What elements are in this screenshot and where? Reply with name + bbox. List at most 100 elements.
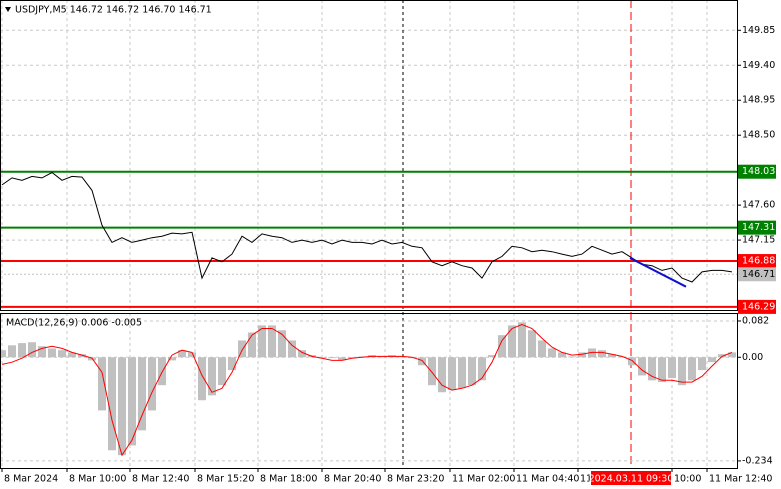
plot-layer [0, 0, 737, 472]
histogram-bar [158, 357, 166, 386]
x-tick-label: 11 Mar 02:00 [452, 474, 515, 485]
y-tick-label: 147.60 [742, 200, 775, 211]
histogram-bar [628, 357, 636, 366]
level-label-bg [738, 267, 776, 282]
histogram-bar [718, 354, 726, 358]
histogram-bar [548, 348, 556, 358]
histogram-bar [528, 330, 536, 358]
x-tick-label: 8 Mar 18:00 [260, 474, 317, 485]
histogram-bar [218, 357, 226, 386]
x-tick-label: 8 Mar 10:00 [69, 474, 126, 485]
macd-frame [0, 313, 738, 469]
histogram-bar [8, 345, 16, 358]
histogram-bar [138, 357, 146, 431]
signal-line [1, 323, 733, 457]
histogram-bar [188, 352, 196, 358]
histogram-bar [438, 357, 446, 393]
histogram-bar [488, 355, 496, 358]
histogram-bar [278, 330, 286, 358]
histogram-bar [0, 350, 6, 358]
level-label: 148.03 [742, 166, 775, 177]
y-tick-label: 149.85 [742, 25, 775, 36]
x-tick-label: 8 Mar 12:40 [132, 474, 189, 485]
level-label-bg [738, 164, 776, 179]
collapse-icon[interactable] [5, 7, 11, 12]
histogram-bar [508, 325, 516, 358]
x-tick-label: 11 Mar 12:40 [709, 474, 772, 485]
cursor-label: 2024.03.11 09:30 [589, 474, 674, 485]
histogram-bar [228, 357, 236, 371]
y-tick-label: 149.40 [742, 60, 775, 71]
histogram-bar [128, 357, 136, 446]
x-tick-label: 8 Mar 23:20 [387, 474, 444, 485]
histogram-bar [428, 357, 436, 386]
histogram-bar [248, 332, 256, 358]
x-tick-label: 8 Mar 15:20 [197, 474, 254, 485]
histogram-bar [48, 348, 56, 358]
trend-line [629, 257, 687, 288]
histogram-bar [708, 357, 716, 363]
histogram-bar [598, 350, 606, 358]
histogram-bar [678, 357, 686, 386]
level-label-bg [738, 299, 776, 314]
histogram-bar [108, 357, 116, 451]
y-tick-label: 147.15 [742, 235, 775, 246]
histogram-bar [28, 342, 36, 358]
y-tick-label: 148.95 [742, 95, 775, 106]
histogram-bar [638, 357, 646, 376]
histogram-bar [568, 356, 576, 358]
level-label-bg [738, 220, 776, 235]
x-tick-label: 11 Mar 04:40 [516, 474, 579, 485]
histogram-bar [728, 352, 736, 358]
histogram-bar [668, 357, 676, 379]
y-tick-label: -0.234 [742, 455, 773, 466]
histogram-bar [58, 350, 66, 358]
histogram-bar [558, 352, 566, 358]
histogram-bar [258, 325, 266, 358]
macd-title: MACD(12,26,9) 0.006 -0.005 [6, 318, 142, 329]
chart-title: USDJPY,M5 146.72 146.72 146.70 146.71 [15, 5, 212, 16]
histogram-bar [78, 354, 86, 358]
histogram-bar [418, 357, 426, 366]
histogram-bar [518, 322, 526, 358]
histogram-bar [38, 346, 46, 358]
level-label-bg [738, 254, 776, 269]
level-label: 146.29 [742, 301, 775, 312]
histogram-bar [148, 357, 156, 411]
histogram-bar [658, 357, 666, 383]
y-tick-label: 148.50 [742, 130, 775, 141]
histogram-bar [178, 350, 186, 358]
y-tick-label: 0.082 [742, 315, 769, 326]
histogram-bar [208, 357, 216, 396]
histogram-bar [458, 357, 466, 389]
price-line [1, 171, 733, 283]
histogram-bar [98, 357, 106, 411]
level-label: 146.88 [742, 256, 775, 267]
x-tick-label: 8 Mar 2024 [4, 474, 58, 485]
histogram-bar [288, 340, 296, 358]
histogram-bar [18, 343, 26, 358]
histogram-bar [298, 350, 306, 358]
level-label: 146.71 [742, 269, 775, 280]
price-frame [0, 0, 738, 311]
x-tick-label: 8 Mar 20:40 [324, 474, 381, 485]
histogram-bar [698, 357, 706, 371]
histogram-bar [498, 335, 506, 358]
histogram-bar [68, 352, 76, 358]
x-tick-label: 10:00 [674, 474, 701, 485]
histogram-bar [468, 357, 476, 386]
histogram-bar [238, 340, 246, 358]
y-tick-label: 0.00 [742, 352, 763, 363]
histogram-bar [688, 357, 696, 381]
histogram-bar [198, 357, 206, 401]
histogram-bar [448, 357, 456, 391]
histogram-bar [328, 357, 336, 359]
histogram-bar [478, 357, 486, 381]
histogram-bar [578, 352, 586, 358]
histogram-bar [268, 325, 276, 358]
cursor-label-bg [591, 471, 671, 485]
histogram-bar [338, 357, 346, 361]
histogram-bar [118, 357, 126, 456]
